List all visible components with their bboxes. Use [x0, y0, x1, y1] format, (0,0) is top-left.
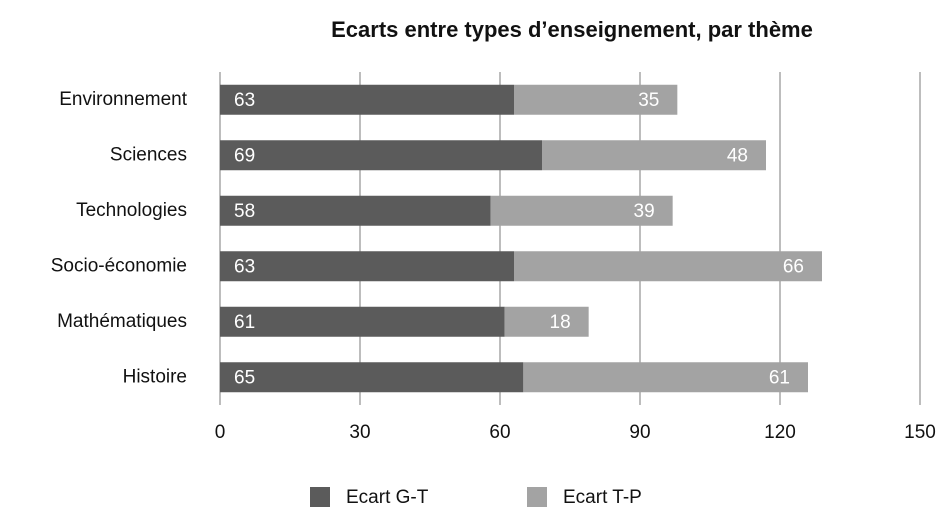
value-label: 61: [769, 367, 790, 388]
y-tick-label: Histoire: [123, 366, 187, 387]
y-tick-label: Environnement: [59, 89, 188, 110]
x-tick-label: 90: [629, 422, 650, 443]
value-label: 61: [234, 312, 255, 333]
x-tick-label: 120: [764, 422, 796, 443]
legend-swatch: [310, 487, 330, 507]
y-tick-label: Socio-économie: [51, 255, 187, 276]
y-tick-label: Mathématiques: [57, 311, 187, 332]
x-tick-label: 30: [349, 422, 370, 443]
value-label: 66: [783, 256, 804, 277]
value-label: 69: [234, 145, 255, 166]
value-label: 65: [234, 367, 255, 388]
legend-label: Ecart G-T: [346, 487, 429, 508]
value-label: 39: [634, 201, 655, 222]
bar-segment: [504, 306, 589, 337]
y-tick-label: Technologies: [76, 200, 187, 221]
value-label: 18: [550, 312, 571, 333]
bar-segment: [523, 362, 808, 393]
bar-segment: [220, 251, 514, 282]
bar-segment: [490, 195, 673, 226]
x-tick-label: 0: [215, 422, 226, 443]
value-label: 63: [234, 256, 255, 277]
bar-segment: [514, 251, 822, 282]
bar-segment: [220, 306, 505, 337]
x-tick-label: 150: [904, 422, 936, 443]
chart-title: Ecarts entre types d’enseignement, par t…: [331, 17, 813, 42]
bar-segment: [542, 140, 766, 171]
value-label: 63: [234, 90, 255, 111]
bar-segment: [220, 362, 524, 393]
value-label: 48: [727, 145, 748, 166]
bar-segment: [514, 84, 678, 115]
legend-label: Ecart T-P: [563, 487, 642, 508]
bar-segment: [220, 140, 542, 171]
y-tick-label: Sciences: [110, 144, 187, 165]
value-label: 35: [638, 90, 659, 111]
x-tick-label: 60: [489, 422, 510, 443]
legend-swatch: [527, 487, 547, 507]
value-label: 58: [234, 201, 255, 222]
bar-segment: [220, 195, 491, 226]
bar-segment: [220, 84, 514, 115]
